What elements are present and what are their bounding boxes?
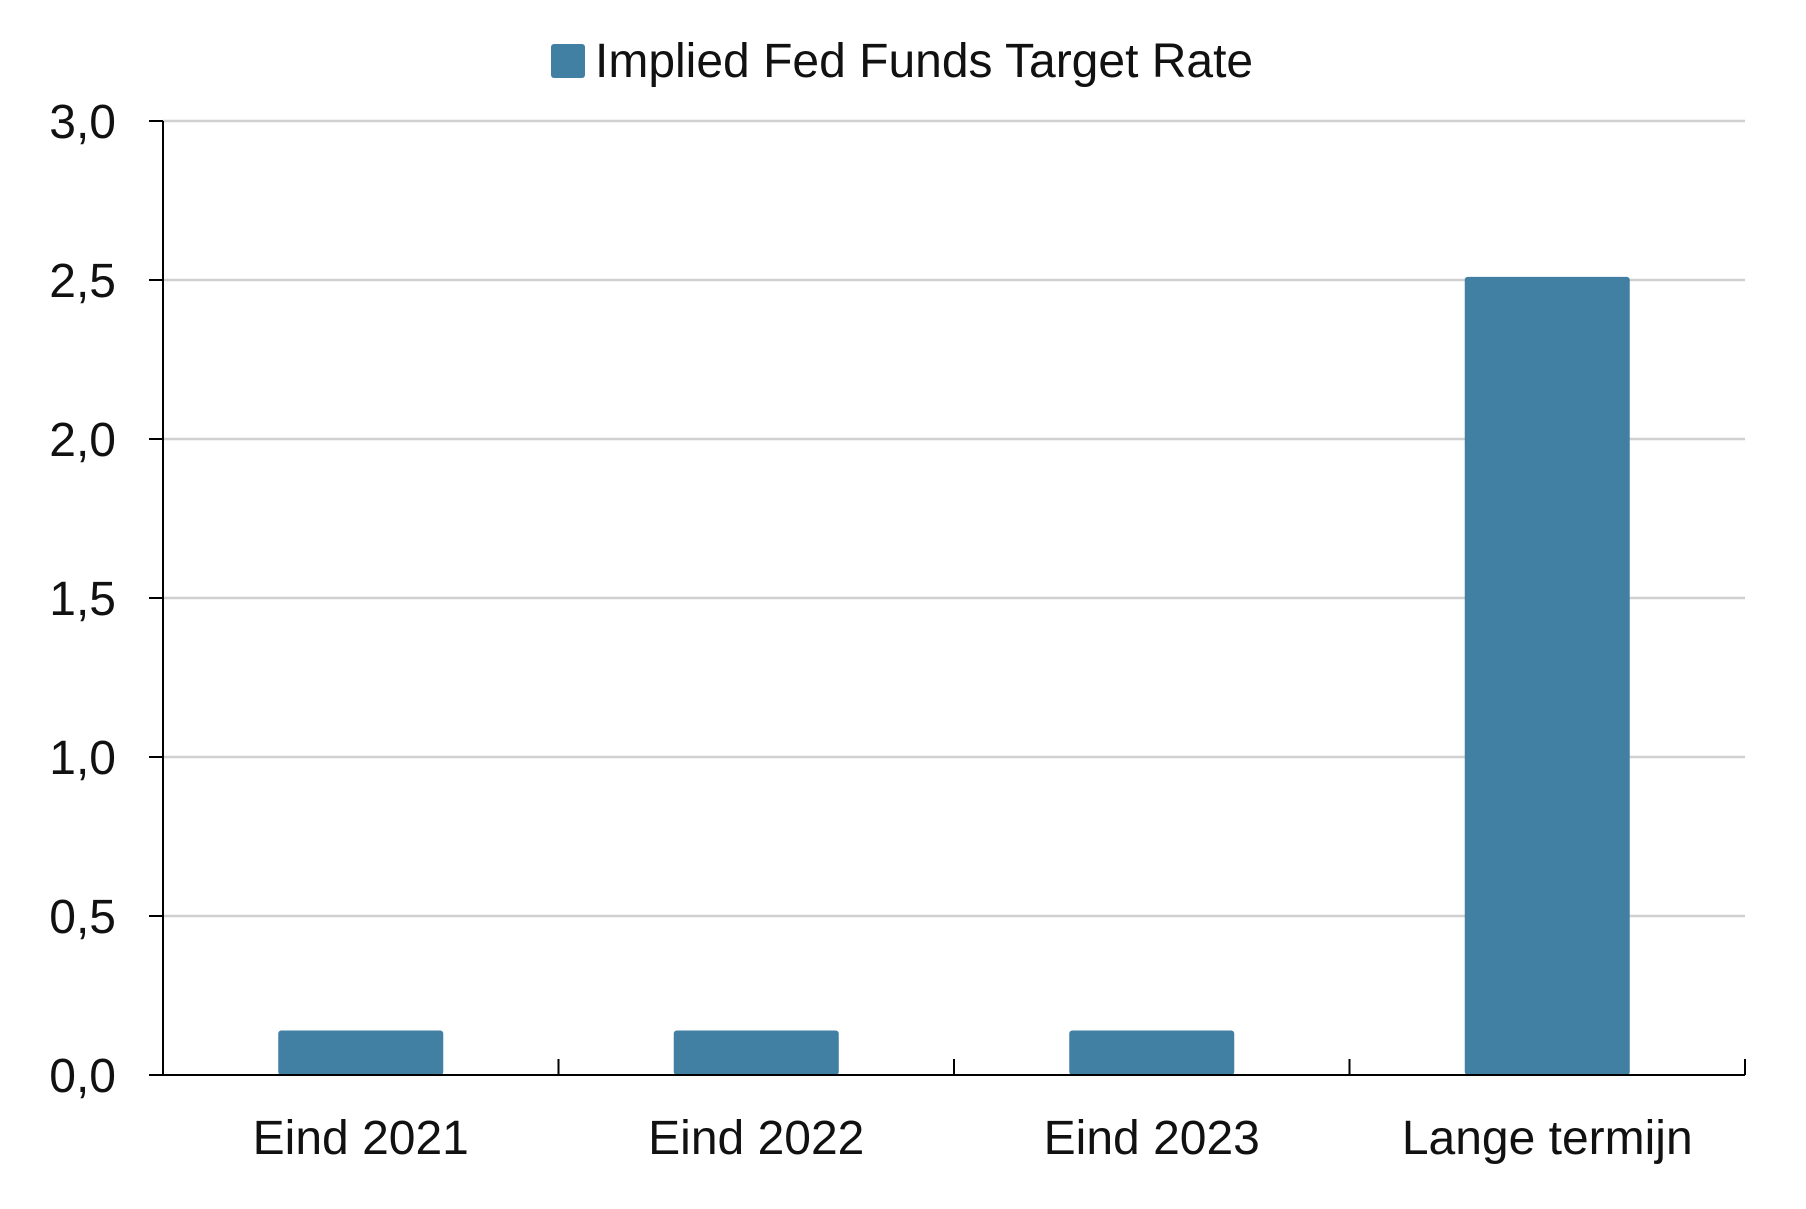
y-tick-label: 2,0 — [49, 414, 116, 467]
y-tick-label: 3,0 — [49, 96, 116, 149]
y-tick-label: 2,5 — [49, 255, 116, 308]
y-tick-label: 1,5 — [49, 573, 116, 626]
bar-eind-2021 — [278, 1030, 444, 1075]
bar-eind-2023 — [1069, 1030, 1235, 1075]
y-axis-ticks: 0,0 0,5 1,0 1,5 2,0 2,5 3,0 — [49, 96, 163, 1103]
x-tick-label: Lange termijn — [1402, 1112, 1693, 1165]
legend-label: Implied Fed Funds Target Rate — [595, 35, 1253, 88]
x-tick-label: Eind 2022 — [648, 1112, 864, 1165]
bar-eind-2022 — [673, 1030, 839, 1075]
legend: Implied Fed Funds Target Rate — [551, 35, 1253, 88]
y-tick-label: 1,0 — [49, 732, 116, 785]
y-tick-label: 0,0 — [49, 1050, 116, 1103]
x-tick-label: Eind 2023 — [1044, 1112, 1260, 1165]
y-tick-label: 0,5 — [49, 891, 116, 944]
x-axis-ticks: Eind 2021 Eind 2022 Eind 2023 Lange termijn — [253, 1059, 1746, 1165]
x-tick-label: Eind 2021 — [253, 1112, 469, 1165]
bars — [278, 276, 1630, 1075]
bar-lange-termijn — [1464, 276, 1630, 1075]
legend-swatch — [551, 44, 585, 78]
